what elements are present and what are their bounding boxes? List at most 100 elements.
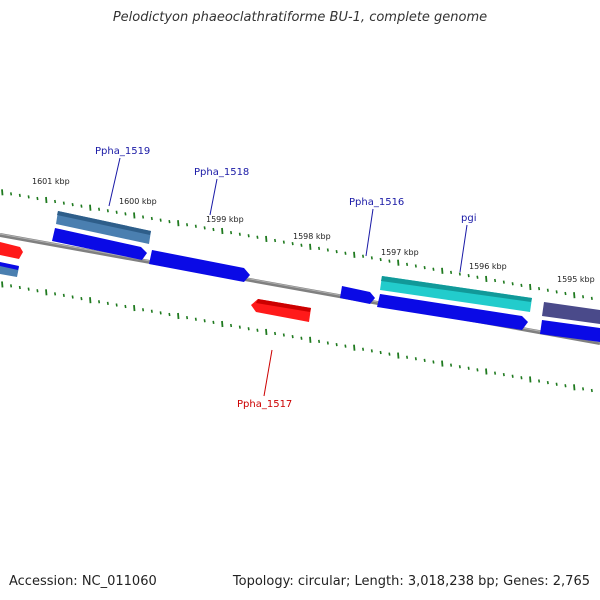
gene-feature-ppha-1517-shade [256,299,311,312]
tick-mark-outer [344,251,347,255]
tick-mark-outer [538,286,541,291]
tick-mark-inner [414,357,417,361]
tick-mark-outer [80,204,83,208]
tick-mark-inner [582,387,585,391]
tick-mark-outer [467,273,470,278]
tick-mark-outer [238,232,241,236]
callout-line-ppha-1516 [365,208,374,257]
tick-mark-outer [458,272,461,276]
gene-label-pgi[interactable]: pgi [461,213,476,224]
tick-mark-inner [133,305,136,312]
tick-mark-inner [379,350,382,355]
tick-mark-outer [590,296,593,301]
gene-label-ppha-1517[interactable]: Ppha_1517 [237,399,292,410]
tick-mark-outer [362,254,365,258]
tick-mark-inner [353,344,356,351]
tick-mark-inner [36,289,39,293]
gene-label-ppha-1516[interactable]: Ppha_1516 [349,197,404,208]
tick-mark-inner [1,281,4,288]
tick-mark-outer [18,193,21,198]
tick-mark-outer [133,212,136,219]
tick-mark-inner [230,323,233,328]
scale-label-1600: 1600 kbp [119,197,157,206]
tick-mark-outer [98,207,101,211]
tick-mark-outer [441,267,444,274]
tick-mark-outer [186,223,189,227]
tick-mark-inner [115,303,118,307]
tick-mark-outer [485,275,488,282]
tick-mark-inner [476,368,479,372]
tick-mark-outer [27,195,30,199]
tick-mark-outer [265,235,268,242]
tick-mark-inner [89,297,92,304]
tick-mark-inner [546,380,549,385]
tick-mark-inner [177,312,180,320]
tick-mark-inner [406,355,409,359]
tick-mark-outer [150,216,153,221]
scale-label-1596: 1596 kbp [469,262,507,271]
tick-mark-inner [502,372,505,377]
gene-label-ppha-1519[interactable]: Ppha_1519 [95,146,150,157]
tick-mark-outer [450,270,453,275]
gene-feature-ppha-1516[interactable] [340,286,375,304]
tick-mark-outer [221,227,224,235]
tick-mark-inner [186,315,189,320]
tick-mark-outer [291,241,294,246]
tick-mark-inner [54,292,57,296]
tick-mark-inner [458,365,461,369]
tick-mark-outer [203,226,206,230]
tick-mark-outer [36,196,39,201]
gene-feature-ppha-1517[interactable] [251,299,311,322]
tick-mark-outer [546,288,549,292]
gene-feature-blue-1[interactable] [52,228,147,260]
gene-feature-blue-left[interactable] [0,262,19,270]
callout-line-ppha-1519 [108,157,121,207]
tick-mark-outer [494,278,497,283]
gene-feature-blue-pgi[interactable] [377,294,528,330]
tick-mark-outer [159,218,162,222]
tick-mark-outer [230,230,233,235]
callout-line-ppha-1517 [263,349,273,397]
gene-feature-ppha-1518[interactable] [149,250,250,282]
tick-mark-inner [450,363,453,367]
tick-mark-inner [291,334,294,339]
tick-mark-inner [432,360,435,364]
tick-mark-inner [45,289,48,296]
tick-mark-outer [476,275,479,279]
tick-mark-outer [423,265,426,270]
tick-mark-outer [124,212,127,216]
tick-mark-outer [582,295,585,299]
tick-mark-inner [318,339,321,344]
tick-mark-outer [370,256,373,260]
tick-mark-outer [511,282,514,286]
tick-mark-inner [98,300,101,304]
tick-mark-inner [397,352,400,359]
gene-label-ppha-1518[interactable]: Ppha_1518 [194,167,249,178]
tick-mark-inner [238,325,241,329]
tick-mark-outer [168,219,171,224]
tick-mark-inner [520,376,523,380]
tick-mark-outer [282,240,285,244]
tick-mark-outer [54,199,57,204]
gene-feature-slate-right[interactable] [542,302,600,324]
tick-mark-inner [538,379,541,383]
gene-feature-blue-right[interactable] [540,320,600,342]
scale-label-1599: 1599 kbp [206,215,244,224]
genome-summary-text: Topology: circular; Length: 3,018,238 bp… [232,574,590,589]
tick-mark-outer [142,215,145,219]
tick-mark-outer [318,246,321,251]
tick-mark-outer [115,210,118,214]
tick-mark-inner [485,368,488,375]
gene-feature-red-left[interactable] [0,242,23,259]
tick-mark-outer [502,280,505,284]
tick-mark-inner [326,341,329,345]
tick-mark-inner [344,344,347,348]
tick-mark-inner [529,376,532,383]
tick-mark-inner [494,371,497,375]
tick-mark-outer [406,262,409,267]
tick-mark-inner [62,293,65,298]
tick-mark-outer [388,259,391,263]
tick-mark-outer [256,235,259,239]
gene-features [0,211,600,342]
tick-mark-inner [511,374,514,378]
